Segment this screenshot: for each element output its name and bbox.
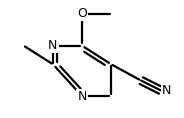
Text: N: N — [162, 84, 171, 97]
Text: O: O — [77, 7, 87, 20]
Text: N: N — [48, 39, 58, 52]
Text: N: N — [77, 90, 87, 103]
